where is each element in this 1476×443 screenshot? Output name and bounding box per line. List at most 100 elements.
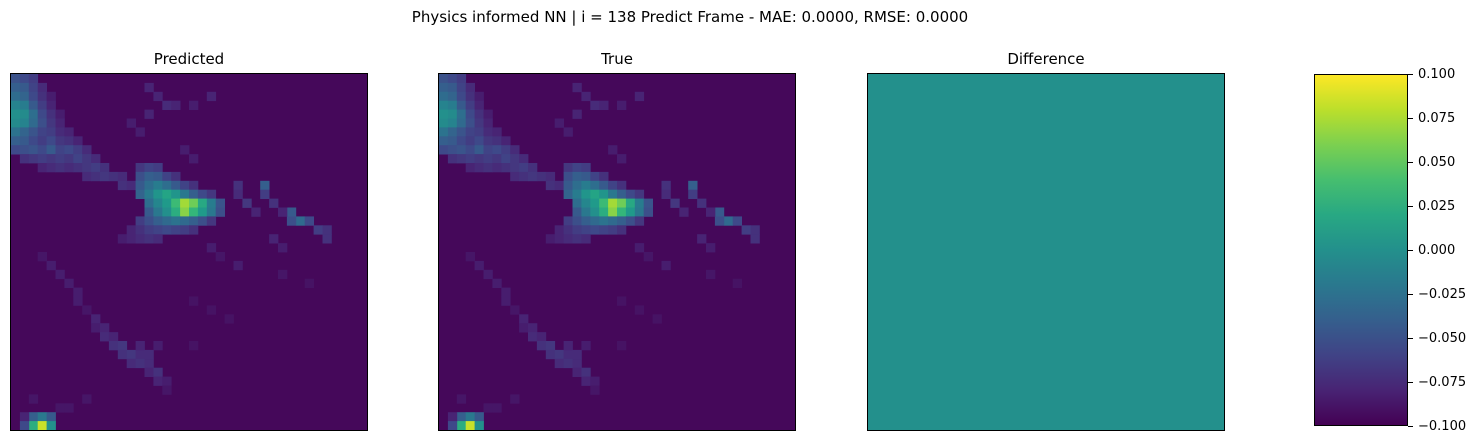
- true-cell: [492, 278, 502, 288]
- difference-heatmap: [867, 73, 1225, 431]
- true-cell: [474, 145, 484, 155]
- predicted-cell: [126, 358, 136, 369]
- predicted-cell: [19, 145, 30, 155]
- true-cell: [581, 234, 591, 244]
- true-cell: [617, 296, 627, 306]
- predicted-cell: [73, 296, 83, 306]
- true-cell: [590, 385, 600, 395]
- predicted-cell: [233, 260, 243, 271]
- true-cell: [439, 82, 449, 93]
- predicted-cell: [135, 349, 145, 360]
- predicted-cell: [28, 412, 39, 422]
- true-cell: [581, 341, 591, 351]
- true-cell: [563, 127, 573, 137]
- true-cell: [456, 74, 467, 84]
- true-cell: [545, 171, 556, 182]
- true-cell: [652, 314, 662, 324]
- true-cell: [492, 127, 502, 137]
- predicted-cell: [55, 403, 65, 413]
- true-cell: [474, 154, 484, 164]
- predicted-cell: [260, 180, 270, 191]
- difference-heatmap-svg: [868, 74, 1224, 430]
- predicted-cell: [322, 225, 332, 235]
- predicted-cell: [197, 198, 208, 208]
- predicted-cell: [108, 341, 119, 351]
- predicted-cell: [144, 198, 154, 208]
- true-cell: [572, 367, 582, 377]
- true-cell: [483, 154, 493, 164]
- true-cell: [581, 198, 591, 208]
- predicted-heatmap-svg: [11, 74, 367, 430]
- predicted-cell: [28, 136, 39, 146]
- predicted-cell: [19, 412, 30, 422]
- true-cell: [456, 412, 467, 422]
- predicted-cell: [189, 296, 199, 306]
- predicted-cell: [144, 82, 154, 93]
- true-cell: [590, 100, 600, 110]
- predicted-cell: [19, 91, 30, 102]
- predicted-cell: [162, 100, 172, 110]
- predicted-cell: [153, 171, 163, 182]
- predicted-cell: [19, 118, 30, 128]
- predicted-cell: [55, 269, 65, 280]
- predicted-cell: [144, 109, 154, 119]
- true-cell: [572, 109, 582, 119]
- true-cell: [447, 74, 458, 84]
- true-cell: [608, 216, 618, 226]
- predicted-cell: [162, 225, 172, 235]
- predicted-cell: [19, 136, 30, 146]
- true-cell: [608, 180, 618, 191]
- true-cell: [706, 207, 716, 217]
- predicted-cell: [19, 127, 30, 137]
- predicted-heatmap: [10, 73, 368, 431]
- predicted-cell: [55, 109, 65, 119]
- true-cell: [501, 296, 511, 306]
- true-cell: [581, 163, 591, 173]
- true-cell: [732, 278, 742, 288]
- true-cell: [581, 180, 591, 191]
- true-cell: [590, 207, 600, 217]
- predicted-cell: [153, 189, 163, 199]
- predicted-cell: [19, 100, 30, 110]
- predicted-cell: [46, 154, 56, 164]
- predicted-cell: [153, 341, 163, 351]
- predicted-cell: [108, 332, 119, 342]
- true-cell: [465, 109, 475, 119]
- predicted-cell: [11, 127, 21, 137]
- predicted-cell: [46, 260, 56, 271]
- true-cell: [599, 207, 609, 217]
- true-cell: [617, 225, 627, 235]
- predicted-cell: [206, 305, 217, 315]
- colorbar-tick-text: 0.025: [1418, 198, 1456, 214]
- true-cell: [456, 421, 467, 430]
- colorbar-tick-mark: [1408, 205, 1413, 207]
- true-cell: [447, 100, 458, 110]
- colorbar-tick-text: −0.025: [1418, 286, 1467, 302]
- predicted-cell: [117, 349, 128, 360]
- predicted-cell: [117, 234, 128, 244]
- true-cell: [492, 403, 502, 413]
- true-cell: [465, 412, 475, 422]
- predicted-cell: [73, 136, 83, 146]
- true-cell: [528, 323, 538, 333]
- predicted-cell: [11, 82, 21, 93]
- predicted-cell: [37, 100, 47, 110]
- true-cell: [714, 216, 725, 226]
- true-cell: [492, 136, 502, 146]
- true-cell: [608, 198, 618, 208]
- predicted-cell: [64, 163, 74, 173]
- predicted-cell: [64, 127, 74, 137]
- true-cell: [474, 163, 484, 173]
- true-cell: [519, 323, 529, 333]
- true-cell: [465, 252, 475, 262]
- true-cell: [528, 171, 538, 182]
- predicted-cell: [64, 278, 74, 288]
- predicted-cell: [37, 421, 47, 430]
- true-cell: [617, 100, 627, 110]
- predicted-cell: [82, 145, 92, 155]
- predicted-cell: [295, 216, 306, 226]
- true-cell: [563, 180, 573, 191]
- predicted-cell: [37, 109, 47, 119]
- predicted-cell: [91, 171, 101, 182]
- true-cell: [483, 109, 493, 119]
